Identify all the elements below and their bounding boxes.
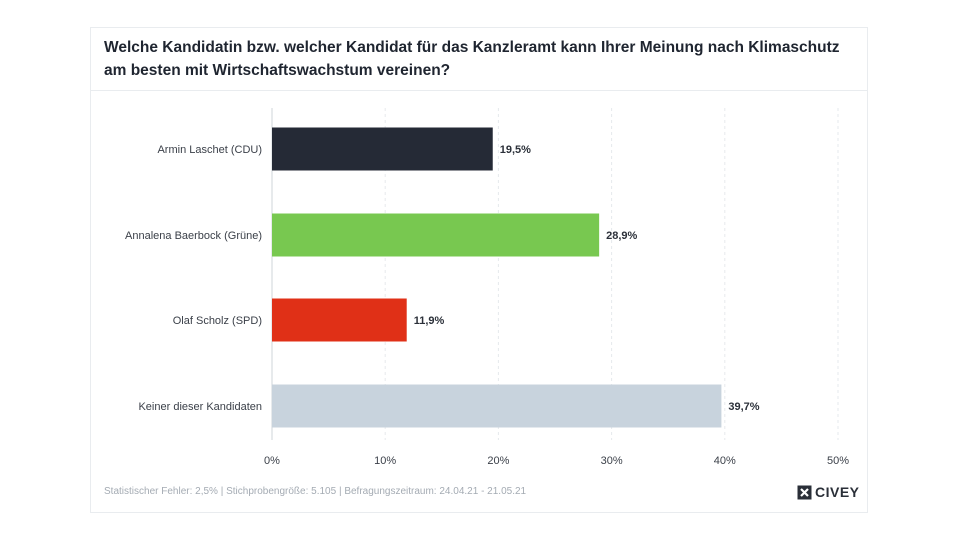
x-tick-label: 30% bbox=[601, 455, 623, 467]
x-tick-label: 10% bbox=[374, 455, 396, 467]
chart-title: Welche Kandidatin bzw. welcher Kandidat … bbox=[104, 39, 840, 79]
x-tick-label: 20% bbox=[487, 455, 509, 467]
survey-footnote: Statistischer Fehler: 2,5% | Stichproben… bbox=[104, 486, 527, 497]
category-label: Keiner dieser Kandidaten bbox=[138, 401, 262, 413]
x-tick-label: 40% bbox=[714, 455, 736, 467]
x-tick-label: 0% bbox=[264, 455, 280, 467]
brand-name: CIVEY bbox=[815, 484, 860, 500]
category-label: Olaf Scholz (SPD) bbox=[173, 315, 262, 327]
bar bbox=[272, 213, 600, 257]
civey-logo: CIVEY bbox=[797, 484, 860, 500]
bar bbox=[272, 384, 722, 428]
value-label: 39,7% bbox=[728, 401, 759, 413]
category-label: Annalena Baerbock (Grüne) bbox=[125, 230, 262, 242]
value-label: 11,9% bbox=[414, 315, 445, 327]
title-divider bbox=[91, 90, 867, 91]
value-label: 28,9% bbox=[606, 230, 637, 242]
bar bbox=[272, 298, 407, 342]
civey-logo-icon bbox=[797, 485, 812, 499]
category-label: Armin Laschet (CDU) bbox=[157, 144, 262, 156]
x-tick-label: 50% bbox=[827, 455, 849, 467]
bar bbox=[272, 127, 493, 171]
chart-card bbox=[90, 27, 868, 513]
value-label: 19,5% bbox=[500, 144, 531, 156]
